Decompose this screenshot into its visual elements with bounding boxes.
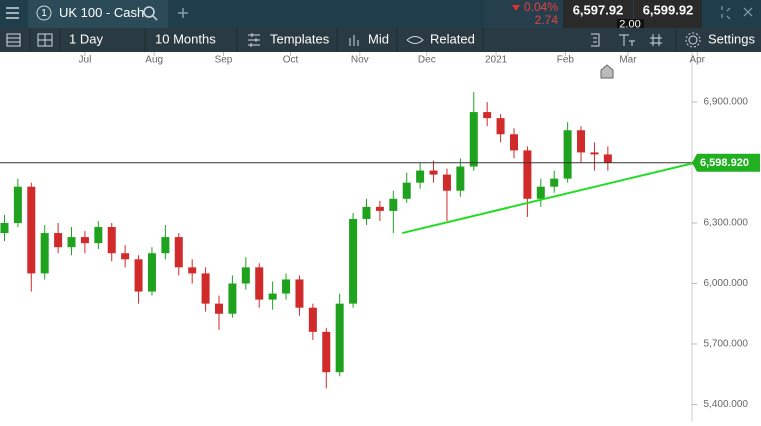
candle-body bbox=[429, 170, 438, 175]
candle-body bbox=[241, 267, 250, 284]
candle-body bbox=[94, 227, 103, 244]
candle-body bbox=[308, 307, 317, 332]
candle-body bbox=[349, 218, 358, 304]
event-marker[interactable] bbox=[600, 64, 614, 79]
last-price-label: 6,598.920 bbox=[700, 157, 749, 169]
candle-body bbox=[188, 267, 197, 274]
candle-body bbox=[389, 198, 398, 211]
candle-body bbox=[255, 267, 264, 300]
x-tick-label: Sep bbox=[215, 55, 233, 66]
x-tick-label: 2021 bbox=[485, 55, 508, 66]
candle-body bbox=[215, 303, 224, 314]
candle-body bbox=[121, 253, 130, 260]
buy-price[interactable]: 6,599.92 bbox=[643, 2, 694, 17]
candle-body bbox=[228, 283, 237, 314]
candle-body bbox=[107, 227, 116, 254]
x-tick-label: Aug bbox=[145, 55, 163, 66]
candle-body bbox=[590, 152, 599, 155]
y-tick-label: 6,300.000 bbox=[704, 218, 749, 229]
candle-body bbox=[523, 150, 532, 199]
search-icon[interactable] bbox=[143, 6, 158, 21]
buy-button[interactable] bbox=[634, 0, 702, 28]
plot: Jul Aug Sep Oct Nov Dec 2021 Feb Mar Apr 5,400.000… bbox=[0, 52, 760, 410]
down-arrow bbox=[512, 5, 520, 11]
spread-box bbox=[617, 19, 644, 30]
candle-body bbox=[13, 186, 22, 223]
settings[interactable]: Settings bbox=[708, 31, 755, 46]
x-tick-label: Nov bbox=[351, 55, 369, 66]
candle-body bbox=[268, 293, 277, 300]
candle-body bbox=[563, 130, 572, 179]
add-tab[interactable] bbox=[178, 8, 188, 18]
candle-body bbox=[335, 303, 344, 373]
window-icons[interactable] bbox=[721, 6, 753, 20]
spread: 2.00 bbox=[619, 18, 640, 30]
y-tick-label: 5,400.000 bbox=[704, 399, 749, 410]
related[interactable]: Related bbox=[430, 31, 475, 46]
candle-body bbox=[54, 233, 63, 248]
candle-body bbox=[282, 279, 291, 294]
candle-body bbox=[161, 237, 170, 254]
candle-body bbox=[442, 174, 451, 191]
instrument-number: 1 bbox=[41, 8, 47, 19]
candle-body bbox=[362, 206, 371, 219]
candle-body bbox=[577, 130, 586, 153]
candle-body bbox=[536, 186, 545, 199]
candle-body bbox=[40, 233, 49, 274]
change-points: 2.74 bbox=[535, 13, 559, 27]
candle-body bbox=[496, 118, 505, 135]
menu-icon[interactable] bbox=[6, 7, 19, 19]
candle-body bbox=[469, 112, 478, 167]
toolbar-separators bbox=[29, 28, 677, 52]
candle-body bbox=[456, 166, 465, 191]
chart-area bbox=[0, 52, 761, 421]
interval[interactable]: 1 Day bbox=[69, 31, 103, 46]
candle-body bbox=[67, 237, 76, 248]
candle-body bbox=[0, 222, 9, 234]
change-percent: 0.04% bbox=[524, 0, 558, 14]
y-tick-label: 5,700.000 bbox=[704, 339, 749, 350]
candle-body bbox=[603, 154, 612, 163]
range[interactable]: 10 Months bbox=[155, 31, 216, 46]
x-tick-label: Dec bbox=[418, 55, 436, 66]
candle-body bbox=[375, 206, 384, 211]
toolbar-icons[interactable] bbox=[6, 32, 701, 48]
candle-body bbox=[550, 178, 559, 187]
sell-price[interactable]: 6,597.92 bbox=[573, 2, 624, 17]
trend-line bbox=[402, 161, 696, 235]
change-box bbox=[485, 0, 562, 28]
candle-body bbox=[80, 237, 89, 244]
templates[interactable]: Templates bbox=[270, 31, 330, 46]
x-tick-label: Oct bbox=[283, 55, 299, 66]
candle-body bbox=[147, 253, 156, 292]
price-type[interactable]: Mid bbox=[368, 31, 389, 46]
toolbar bbox=[0, 28, 761, 52]
last-price-tag bbox=[692, 153, 760, 172]
candle-body bbox=[322, 331, 331, 373]
candle-body bbox=[201, 273, 210, 304]
x-tick-label: Mar bbox=[619, 55, 637, 66]
instrument-name[interactable]: UK 100 - Cash bbox=[59, 5, 144, 20]
candle-body bbox=[416, 170, 425, 183]
candle-body bbox=[509, 134, 518, 151]
candle-body bbox=[27, 186, 36, 274]
candle-body bbox=[402, 182, 411, 199]
y-tick-label: 6,900.000 bbox=[704, 97, 749, 108]
candle-body bbox=[134, 259, 143, 292]
y-tick-label: 6,000.000 bbox=[704, 278, 749, 289]
x-tick-label: Apr bbox=[689, 55, 705, 66]
instrument-badge bbox=[36, 5, 52, 21]
candle-body bbox=[295, 279, 304, 308]
x-tick-label: Jul bbox=[79, 55, 92, 66]
candle-body bbox=[174, 237, 183, 268]
candle-body bbox=[483, 112, 492, 119]
x-tick-label: Feb bbox=[557, 55, 575, 66]
